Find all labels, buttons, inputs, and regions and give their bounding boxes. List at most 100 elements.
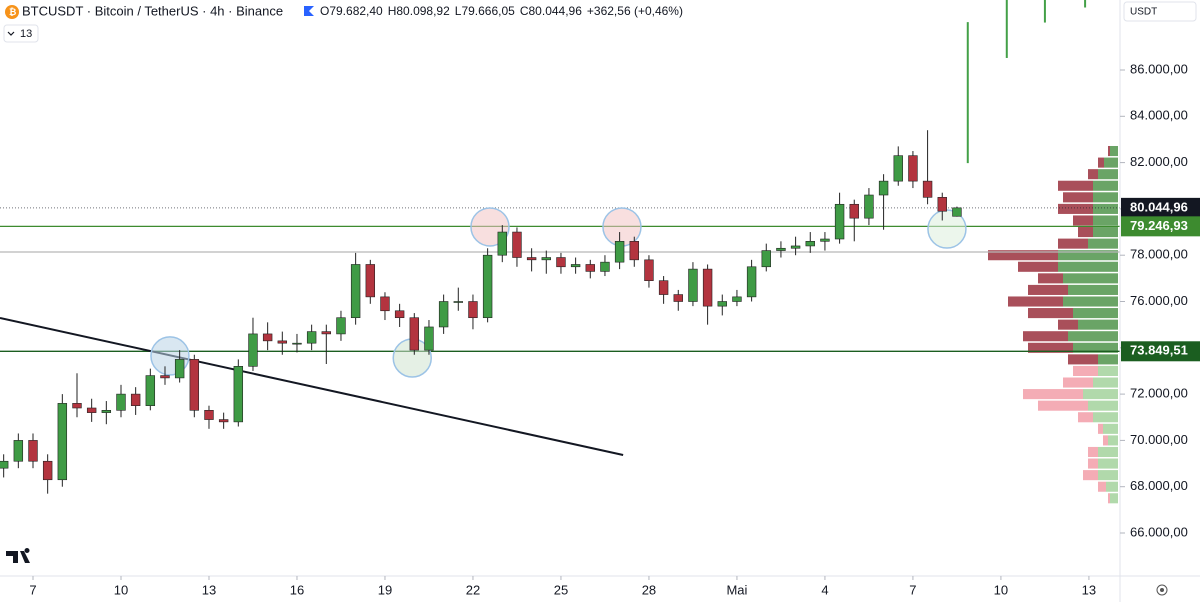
profile-down xyxy=(1098,157,1104,168)
x-tick-label: Mai xyxy=(726,582,747,597)
x-tick-label: 7 xyxy=(909,582,916,597)
candle-body xyxy=(130,393,141,406)
profile-down xyxy=(1023,389,1083,400)
candle-body xyxy=(937,197,947,212)
candle-body xyxy=(336,317,346,335)
x-tick-label: 10 xyxy=(114,582,128,597)
profile-down xyxy=(1088,446,1098,458)
profile-down xyxy=(1028,342,1073,353)
x-tick-label: 13 xyxy=(202,582,216,597)
y-tick-label: 82.000,00 xyxy=(1130,154,1188,169)
profile-up xyxy=(1098,365,1118,376)
candle-body xyxy=(453,301,463,303)
profile-down xyxy=(1058,319,1078,330)
y-tick-label: 72.000,00 xyxy=(1130,386,1188,401)
profile-up xyxy=(1073,342,1118,353)
y-tick-label: 68.000,00 xyxy=(1130,478,1188,493)
candle-body xyxy=(0,460,9,469)
profile-down xyxy=(1063,192,1093,203)
profile-down xyxy=(1073,365,1098,376)
candle-body xyxy=(321,331,332,335)
candle-body xyxy=(306,331,317,344)
profile-down xyxy=(1088,169,1098,180)
candle-body xyxy=(512,231,522,258)
candle-body xyxy=(57,403,68,481)
indicator-toggle[interactable] xyxy=(3,24,39,43)
profile-down xyxy=(1098,423,1103,434)
x-tick-label: 13 xyxy=(1082,582,1096,597)
y-tick-label: 76.000,00 xyxy=(1130,293,1188,308)
profile-up xyxy=(1088,400,1118,411)
profile-up xyxy=(1098,458,1118,469)
profile-down xyxy=(1058,203,1093,214)
profile-down xyxy=(1023,331,1068,342)
candle-body xyxy=(350,264,361,319)
flag-icon[interactable] xyxy=(304,6,314,16)
candle-body xyxy=(732,296,742,302)
profile-up xyxy=(1093,377,1118,388)
candle-body xyxy=(600,261,610,272)
ohlc-close: C80.044,96 xyxy=(520,4,582,18)
profile-up xyxy=(1108,435,1118,446)
y-tick-label: 84.000,00 xyxy=(1130,108,1188,123)
candle-body xyxy=(922,180,933,198)
candle-body xyxy=(248,333,258,367)
candle-body xyxy=(160,375,170,379)
candle-body xyxy=(277,340,288,344)
candle-body xyxy=(13,440,24,462)
profile-down xyxy=(1028,308,1073,319)
profile-up xyxy=(1093,227,1118,238)
profile-up xyxy=(1110,493,1118,504)
candle-body xyxy=(717,301,727,307)
profile-up xyxy=(1103,423,1118,434)
profile-up xyxy=(1058,250,1118,261)
highlight-circle xyxy=(602,207,642,247)
x-tick-label: 7 xyxy=(29,582,36,597)
price-label-bg xyxy=(1121,216,1200,237)
profile-up xyxy=(1093,203,1118,214)
ohlc-change: +362,56 (+0,46%) xyxy=(587,4,683,18)
candle-body xyxy=(834,203,845,240)
candle-body xyxy=(776,247,786,251)
profile-down xyxy=(1028,284,1068,295)
x-tick-label: 16 xyxy=(290,582,304,597)
x-tick-label: 22 xyxy=(466,582,480,597)
candle-body xyxy=(438,301,449,328)
x-tick-label: 10 xyxy=(994,582,1008,597)
price-label-bg xyxy=(1121,197,1200,218)
profile-down xyxy=(1103,435,1108,446)
candle-body xyxy=(658,280,669,295)
currency-box[interactable] xyxy=(1123,1,1197,22)
profile-down xyxy=(1038,400,1088,411)
profile-down xyxy=(1078,227,1093,238)
settings-icon[interactable] xyxy=(1156,584,1168,596)
profile-up xyxy=(1093,180,1118,191)
candle-body xyxy=(570,264,581,268)
chevron xyxy=(7,31,15,36)
profile-up xyxy=(1098,470,1118,481)
candle-body xyxy=(174,359,185,379)
profile-down xyxy=(1063,377,1093,388)
candle-body xyxy=(233,366,244,423)
candle-body xyxy=(673,294,683,302)
candle-body xyxy=(116,393,126,411)
candle-body xyxy=(204,410,214,420)
profile-down xyxy=(988,250,1058,261)
profile-down xyxy=(1068,354,1098,365)
profile-down xyxy=(1108,493,1110,504)
y-tick-label: 66.000,00 xyxy=(1130,524,1188,539)
candle-body xyxy=(482,254,493,319)
candle-body xyxy=(292,342,302,345)
candle-body xyxy=(394,310,405,319)
x-tick-label: 25 xyxy=(554,582,568,597)
candle-body xyxy=(805,241,815,247)
price-label: 73.849,51 xyxy=(1130,343,1188,358)
candle-body xyxy=(262,333,273,342)
candle-body xyxy=(893,155,903,182)
symbol: BTCUSDT · Bitcoin / TetherUS · 4h · Bina… xyxy=(22,3,283,18)
candle-body xyxy=(365,264,376,298)
candle-body xyxy=(42,460,53,481)
profile-up xyxy=(1063,273,1118,284)
profile-up xyxy=(1068,284,1118,295)
